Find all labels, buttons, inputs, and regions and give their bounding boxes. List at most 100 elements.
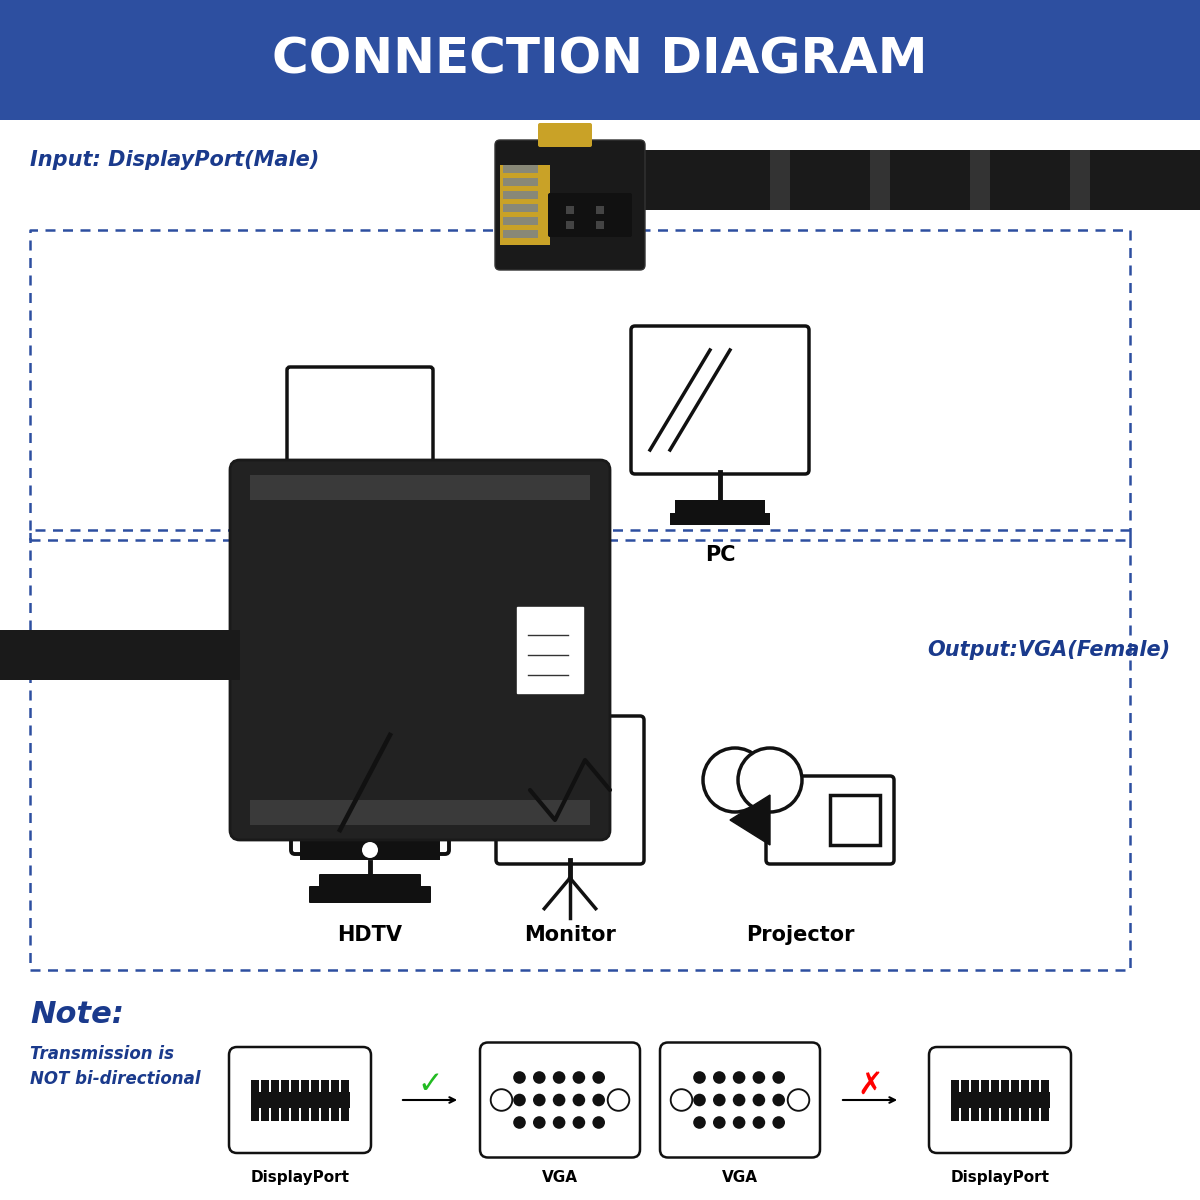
Circle shape	[733, 1116, 745, 1129]
Bar	[312, 1108, 319, 1121]
Bar	[991, 1080, 998, 1093]
Circle shape	[514, 1072, 526, 1084]
Circle shape	[572, 1072, 586, 1084]
Bar	[503, 191, 538, 199]
Bar	[503, 204, 538, 212]
Bar	[503, 164, 538, 173]
Bar	[982, 1080, 989, 1093]
FancyBboxPatch shape	[496, 716, 644, 864]
Text: CONNECTION DIAGRAM: CONNECTION DIAGRAM	[272, 36, 928, 84]
Circle shape	[713, 1072, 726, 1084]
Bar	[566, 221, 574, 229]
Text: Monitor: Monitor	[524, 925, 616, 946]
Bar	[566, 206, 574, 214]
FancyBboxPatch shape	[620, 150, 1200, 210]
Bar	[1001, 1080, 1008, 1093]
Bar	[252, 1108, 259, 1121]
Text: PC: PC	[704, 545, 736, 565]
Bar	[1012, 1108, 1019, 1121]
Circle shape	[533, 1072, 546, 1084]
Circle shape	[671, 1090, 692, 1111]
FancyBboxPatch shape	[548, 193, 632, 236]
Bar	[1042, 1080, 1049, 1093]
Bar	[301, 1108, 308, 1121]
Bar	[1001, 1108, 1008, 1121]
Polygon shape	[730, 794, 770, 845]
Circle shape	[553, 1093, 565, 1106]
FancyBboxPatch shape	[0, 630, 240, 680]
Circle shape	[514, 1116, 526, 1129]
FancyBboxPatch shape	[766, 776, 894, 864]
Bar	[331, 1080, 338, 1093]
Circle shape	[694, 1093, 706, 1106]
Circle shape	[713, 1093, 726, 1106]
Bar	[250, 800, 590, 826]
Bar	[252, 1080, 259, 1093]
Circle shape	[773, 1072, 785, 1084]
Bar	[270, 468, 450, 490]
Circle shape	[733, 1093, 745, 1106]
Bar	[281, 1080, 288, 1093]
Bar	[340, 476, 380, 488]
Circle shape	[553, 1116, 565, 1129]
Circle shape	[553, 1072, 565, 1084]
Bar	[322, 1080, 329, 1093]
Circle shape	[738, 748, 802, 812]
Circle shape	[607, 1090, 629, 1111]
FancyBboxPatch shape	[292, 716, 449, 854]
Bar	[982, 1108, 989, 1121]
Circle shape	[533, 1093, 546, 1106]
Bar	[322, 1108, 329, 1121]
Bar	[250, 475, 590, 500]
Circle shape	[593, 1072, 605, 1084]
FancyBboxPatch shape	[229, 1046, 371, 1153]
Text: Projector: Projector	[745, 925, 854, 946]
Circle shape	[593, 1093, 605, 1106]
Circle shape	[752, 1072, 766, 1084]
Bar	[961, 1108, 968, 1121]
Bar	[1042, 1108, 1049, 1121]
Bar	[972, 1080, 979, 1093]
Bar	[1032, 1080, 1039, 1093]
Bar	[770, 150, 790, 210]
FancyBboxPatch shape	[496, 140, 646, 270]
Bar	[991, 1108, 998, 1121]
Bar	[952, 1080, 959, 1093]
Text: Output:VGA(Female): Output:VGA(Female)	[926, 640, 1170, 660]
Bar	[341, 1108, 348, 1121]
Bar	[1032, 1108, 1039, 1121]
Circle shape	[703, 748, 767, 812]
Bar	[1021, 1108, 1028, 1121]
Circle shape	[713, 1116, 726, 1129]
FancyBboxPatch shape	[517, 607, 583, 692]
Bar	[830, 794, 880, 845]
Circle shape	[694, 1072, 706, 1084]
Bar	[500, 164, 550, 245]
Bar	[1012, 1080, 1019, 1093]
Bar	[262, 1080, 269, 1093]
Bar	[1070, 150, 1090, 210]
Bar	[596, 221, 604, 229]
Circle shape	[773, 1093, 785, 1106]
Circle shape	[787, 1090, 809, 1111]
Bar	[503, 230, 538, 238]
Bar	[674, 500, 766, 515]
Circle shape	[773, 1116, 785, 1129]
Bar	[1021, 1080, 1028, 1093]
FancyBboxPatch shape	[538, 122, 592, 146]
Bar	[312, 1080, 319, 1093]
FancyBboxPatch shape	[230, 460, 610, 840]
Bar	[870, 150, 890, 210]
Bar	[331, 1108, 338, 1121]
Text: Input: DisplayPort(Male): Input: DisplayPort(Male)	[30, 150, 319, 170]
Bar	[952, 1108, 959, 1121]
Bar	[301, 1080, 308, 1093]
Bar	[292, 1080, 299, 1093]
Text: DisplayPort: DisplayPort	[251, 1170, 349, 1186]
FancyBboxPatch shape	[660, 1043, 820, 1158]
Circle shape	[593, 1116, 605, 1129]
Bar	[970, 150, 990, 210]
FancyBboxPatch shape	[0, 0, 1200, 120]
Bar	[251, 1092, 349, 1108]
FancyBboxPatch shape	[929, 1046, 1072, 1153]
